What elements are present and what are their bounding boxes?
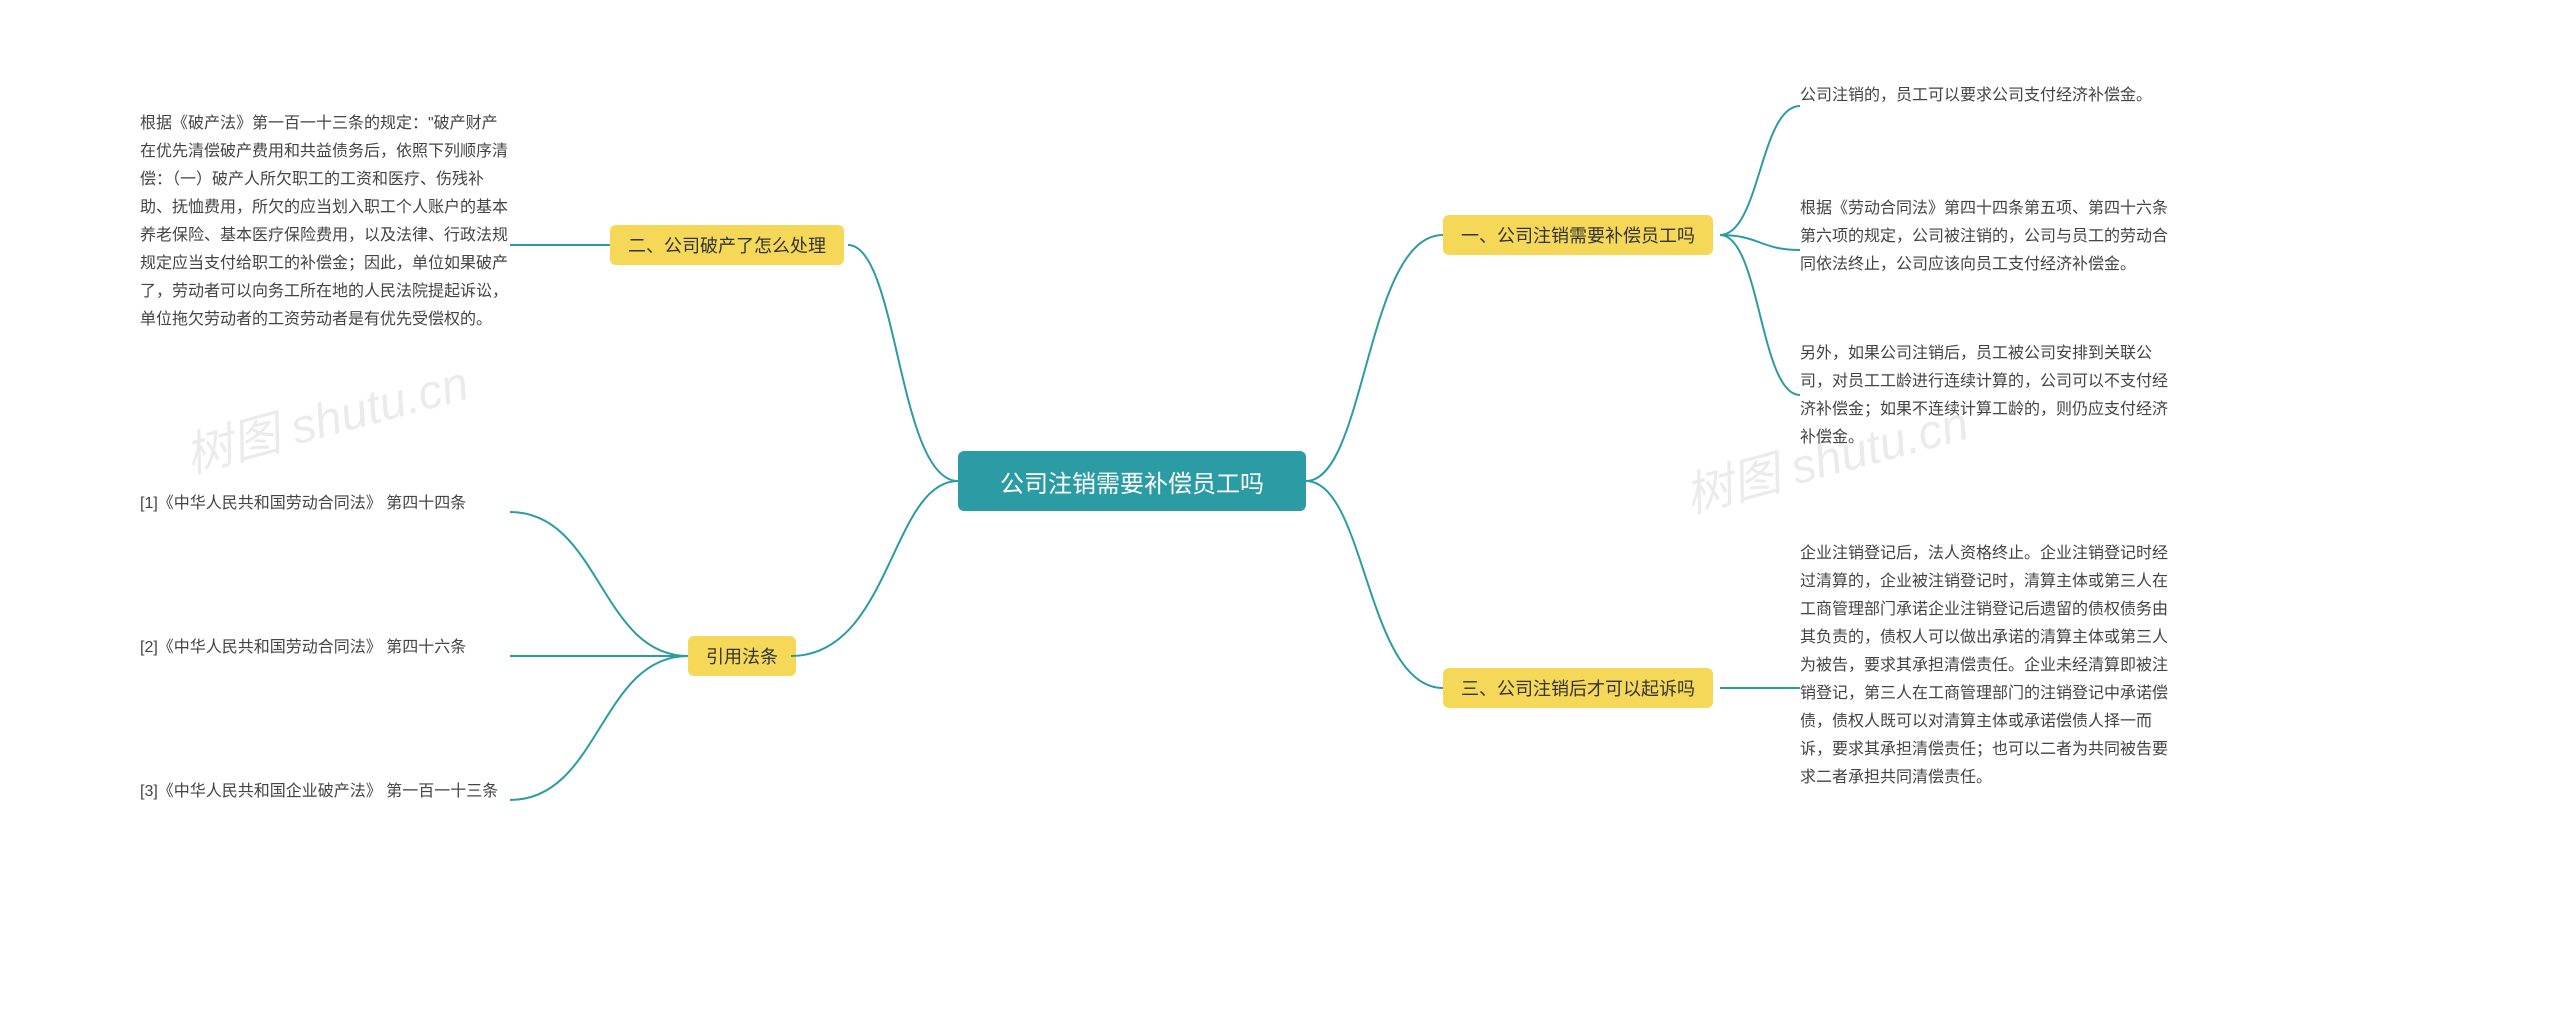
connector bbox=[848, 245, 958, 481]
connector bbox=[510, 245, 610, 247]
connector bbox=[1720, 106, 1800, 235]
connector bbox=[1720, 688, 1800, 690]
connector bbox=[510, 656, 688, 658]
branch-node-1: 一、公司注销需要补偿员工吗 bbox=[1443, 215, 1713, 255]
leaf-node: 根据《劳动合同法》第四十四条第五项、第四十六条第六项的规定，公司被注销的，公司与… bbox=[1800, 195, 2170, 279]
leaf-node: [3]《中华人民共和国企业破产法》 第一百一十三条 bbox=[140, 778, 510, 806]
connector bbox=[791, 481, 958, 656]
connector bbox=[510, 656, 688, 800]
leaf-node: 公司注销的，员工可以要求公司支付经济补偿金。 bbox=[1800, 82, 2170, 110]
branch-node-3: 三、公司注销后才可以起诉吗 bbox=[1443, 668, 1713, 708]
connector bbox=[1306, 481, 1443, 688]
leaf-node: 另外，如果公司注销后，员工被公司安排到关联公司，对员工工龄进行连续计算的，公司可… bbox=[1800, 340, 2170, 452]
connector bbox=[1306, 235, 1443, 481]
connector bbox=[1720, 235, 1800, 395]
leaf-node: [1]《中华人民共和国劳动合同法》 第四十四条 bbox=[140, 490, 510, 518]
connector bbox=[510, 512, 688, 656]
watermark: 树图 shutu.cn bbox=[176, 344, 475, 487]
leaf-node: 根据《破产法》第一百一十三条的规定："破产财产在优先清偿破产费用和共益债务后，依… bbox=[140, 110, 510, 334]
leaf-node: 企业注销登记后，法人资格终止。企业注销登记时经过清算的，企业被注销登记时，清算主… bbox=[1800, 540, 2170, 792]
leaf-node: [2]《中华人民共和国劳动合同法》 第四十六条 bbox=[140, 634, 510, 662]
central-node: 公司注销需要补偿员工吗 bbox=[958, 451, 1306, 511]
branch-node-4: 引用法条 bbox=[688, 636, 796, 676]
connector bbox=[1720, 235, 1800, 250]
branch-node-2: 二、公司破产了怎么处理 bbox=[610, 225, 844, 265]
